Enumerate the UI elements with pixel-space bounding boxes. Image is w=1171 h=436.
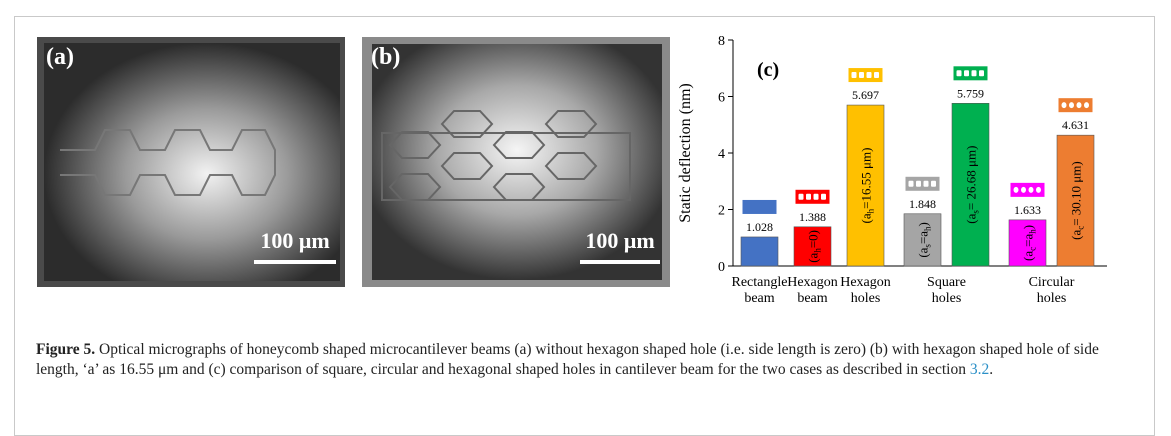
annotation-text: (a xyxy=(1021,251,1036,261)
panel-label: (a) xyxy=(46,44,74,70)
y-axis-label: Static deflection (nm) xyxy=(677,83,694,223)
y-tick-label: 8 xyxy=(718,34,725,49)
caption-label: Figure 5. xyxy=(36,341,95,358)
annotation-text: (a xyxy=(916,247,931,257)
icon-hole xyxy=(867,72,872,78)
bar-chart: (c) Static deflection (nm) 0 2 4 6 8 1.028 Rec… xyxy=(677,34,1107,306)
value-label: 4.631 xyxy=(1062,118,1089,132)
micrograph-a: (a) 100 μm xyxy=(37,37,345,287)
micrograph-b: (b) 100 μm xyxy=(362,37,670,287)
bar xyxy=(741,237,778,266)
icon-hole xyxy=(814,194,819,200)
icon-hole xyxy=(964,70,969,76)
icon-hole xyxy=(852,72,857,78)
icon-hole xyxy=(1036,187,1041,193)
icon-hole xyxy=(931,181,936,187)
scale-label: 100 μm xyxy=(260,228,329,253)
icon-hole xyxy=(859,72,864,78)
section-link[interactable]: 3.2 xyxy=(970,361,989,378)
icon-hole xyxy=(1021,187,1026,193)
icon-hole xyxy=(799,194,804,200)
annotation-text: (a xyxy=(859,213,874,223)
icon-hole xyxy=(806,194,811,200)
icon-hole xyxy=(1029,187,1034,193)
annotation-text: =a xyxy=(1021,234,1036,247)
annotation-text: =16.55 μm) xyxy=(859,148,874,209)
icon-hole xyxy=(1069,102,1074,108)
icon-hole xyxy=(874,72,879,78)
annotation-text: ) xyxy=(916,222,931,226)
icon-hole xyxy=(1014,187,1019,193)
icon-hole xyxy=(1077,102,1082,108)
icon-hole xyxy=(979,70,984,76)
annotation-text: (a xyxy=(806,252,821,262)
icon-hole xyxy=(916,181,921,187)
caption-text: Optical micrographs of honeycomb shaped … xyxy=(36,341,1099,378)
panel-label: (b) xyxy=(371,44,400,70)
page: (a) 100 μm (b) 100 μm (c) Static deflect… xyxy=(0,0,1171,423)
figure: (a) 100 μm (b) 100 μm (c) Static deflect… xyxy=(0,0,1171,335)
icon-hole xyxy=(924,181,929,187)
annotation-text: =0) xyxy=(806,230,821,248)
value-label: 1.388 xyxy=(799,210,826,224)
icon-hole xyxy=(821,194,826,200)
icon-hole xyxy=(972,70,977,76)
icon-hole xyxy=(957,70,962,76)
y-tick-label: 6 xyxy=(718,91,725,106)
panel-label: (c) xyxy=(757,59,779,81)
annotation-text: ) xyxy=(1021,225,1036,229)
value-label: 1.633 xyxy=(1014,203,1041,217)
annotation-text: (a xyxy=(964,213,979,223)
bar-annotation: (ah=0) xyxy=(806,230,823,263)
value-label: 5.759 xyxy=(957,86,984,100)
value-label: 5.697 xyxy=(852,88,879,102)
y-tick-label: 2 xyxy=(718,204,725,219)
annotation-text: = 26.68 μm) xyxy=(964,146,979,211)
y-tick-label: 0 xyxy=(718,260,725,275)
caption: Figure 5. Optical micrographs of honeyco… xyxy=(36,340,1141,380)
bar-icon xyxy=(743,200,777,214)
icon-hole xyxy=(1062,102,1067,108)
scale-label: 100 μm xyxy=(585,228,654,253)
annotation-text: = 30.10 μm) xyxy=(1069,161,1084,226)
annotation-text: (a xyxy=(1069,230,1084,240)
value-label: 1.848 xyxy=(909,197,936,211)
value-label: 1.028 xyxy=(746,220,773,234)
icon-hole xyxy=(909,181,914,187)
annotation-text: =a xyxy=(916,231,931,244)
icon-hole xyxy=(1084,102,1089,108)
caption-end: . xyxy=(989,361,993,378)
y-tick-label: 4 xyxy=(718,147,725,162)
